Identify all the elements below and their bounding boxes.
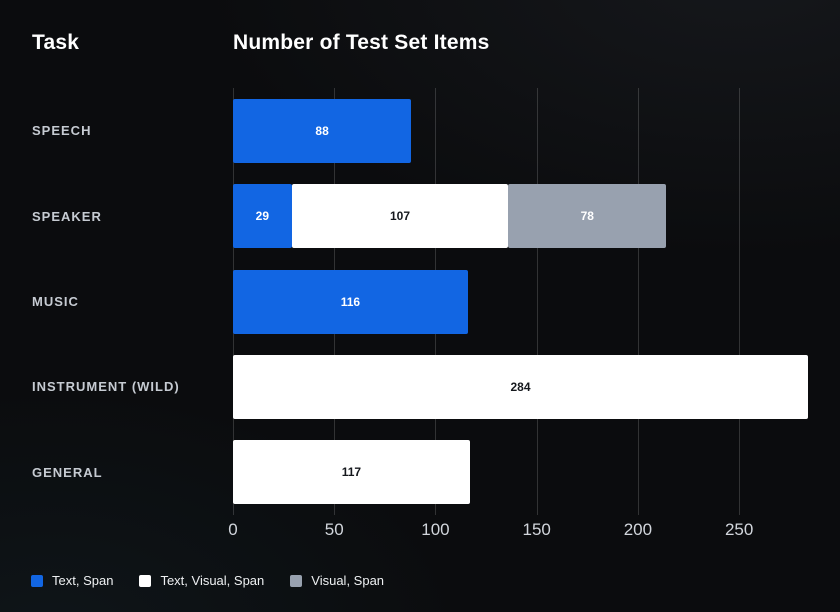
bar-segment: 284 [233,354,808,419]
bar-value-label: 117 [341,465,362,480]
legend-item: Text, Span [31,573,113,588]
gridline [536,88,538,515]
x-tick-label: 200 [623,520,653,539]
bar-value-label: 78 [580,209,594,224]
category-label: SPEAKER [32,208,102,224]
bar-segment: 107 [291,184,509,249]
x-tick-label: 50 [324,520,344,539]
chart-title: Number of Test Set Items [233,31,490,54]
legend-swatch [139,574,152,587]
legend-item: Visual, Span [290,573,384,588]
legend-label: Text, Visual, Span [160,573,265,588]
category-label: INSTRUMENT (WILD) [32,379,180,395]
bar-segment: 29 [233,184,292,249]
legend-swatch [290,574,303,587]
legend: Text, Span Text, Visual, Span Visual, Span [31,573,384,588]
bar-value-label: 107 [390,209,411,224]
legend-label: Text, Span [52,573,114,588]
x-tick-label: 250 [724,520,754,539]
bar-segment: 88 [233,98,412,163]
x-tick-label: 150 [522,520,551,539]
x-tick-label: 0 [228,520,238,539]
category-label: GENERAL [32,464,103,480]
bar-value-label: 88 [315,123,329,138]
legend-item: Text, Visual, Span [139,573,264,588]
bar-value-label: 284 [510,379,531,394]
bar-segment: 116 [233,269,468,334]
category-label: MUSIC [32,294,79,309]
bar-value-label: 116 [340,294,361,309]
legend-swatch [31,574,43,587]
category-label: SPEECH [32,123,92,139]
x-tick-label: 100 [421,520,450,539]
bar-segment: 117 [233,440,470,505]
task-column-header: Task [32,31,80,54]
gridline [739,88,741,515]
bar-segment: 78 [508,184,667,249]
bar-value-label: 29 [255,209,270,224]
gridline [637,88,639,515]
legend-label: Visual, Span [311,573,385,588]
